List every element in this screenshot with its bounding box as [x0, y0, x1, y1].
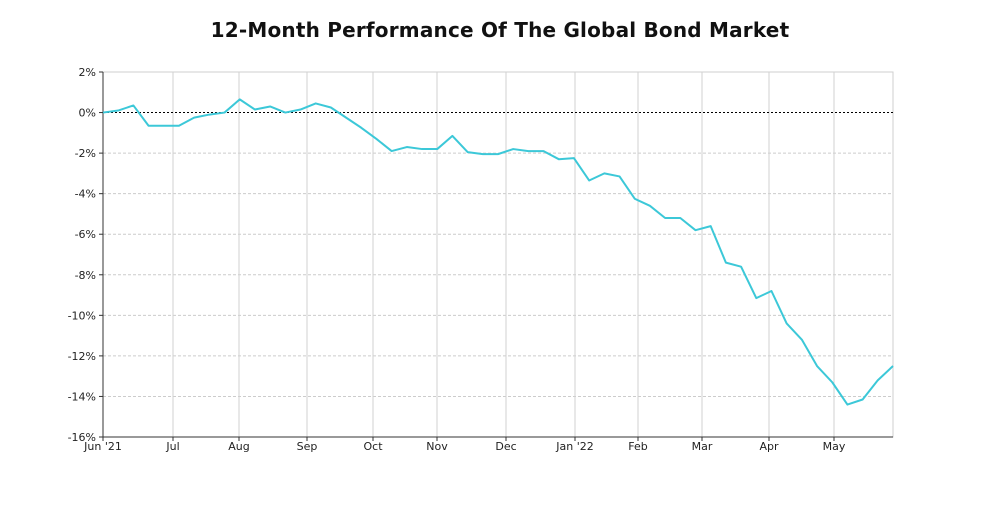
- x-tick-label: Jun '21: [83, 440, 122, 453]
- x-tick-label: Mar: [692, 440, 713, 453]
- x-tick-label: May: [823, 440, 846, 453]
- tick-labels: 2% 0% -2% -4% -6% -8% -10% -12% -14% -16%Jun '21 J…: [68, 66, 846, 453]
- x-tick-label: Apr: [759, 440, 779, 453]
- gridlines: [102, 71, 894, 438]
- y-tick-label: -6%: [75, 228, 96, 241]
- x-tick-label: Oct: [363, 440, 383, 453]
- x-tick-label: Feb: [628, 440, 647, 453]
- y-tick-label: -2%: [75, 147, 96, 160]
- y-tick-label: 0%: [79, 107, 96, 120]
- series-layer: [102, 98, 894, 406]
- x-tick-label: Dec: [495, 440, 516, 453]
- plot-area: [102, 71, 894, 438]
- y-tick-label: -14%: [68, 390, 96, 403]
- series-line: [102, 98, 894, 406]
- axes: [99, 71, 893, 441]
- chart-title: 12-Month Performance Of The Global Bond …: [210, 18, 790, 42]
- x-tick-label: Nov: [426, 440, 448, 453]
- y-tick-label: 2%: [79, 66, 96, 79]
- y-tick-label: -10%: [68, 309, 96, 322]
- y-tick-label: -8%: [75, 269, 96, 282]
- x-tick-label: Sep: [297, 440, 318, 453]
- x-tick-label: Jan '22: [555, 440, 593, 453]
- y-tick-label: -12%: [68, 350, 96, 363]
- y-tick-label: -4%: [75, 188, 96, 201]
- x-tick-label: Aug: [228, 440, 249, 453]
- y-tick-label: -16%: [68, 431, 96, 444]
- x-tick-label: Jul: [165, 440, 179, 453]
